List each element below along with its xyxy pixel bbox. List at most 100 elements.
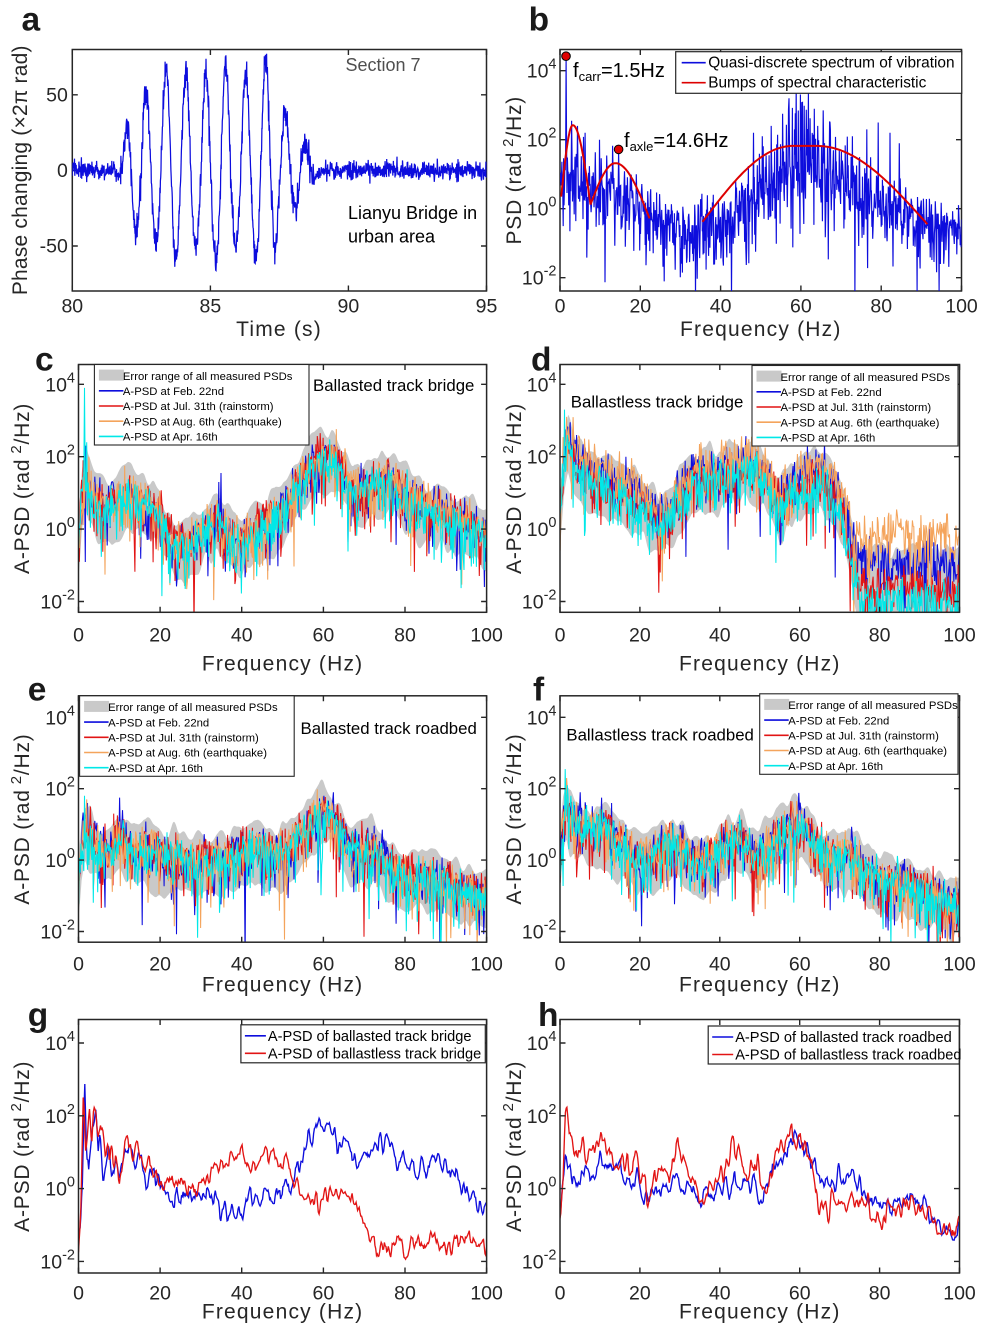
svg-text:80: 80 bbox=[869, 1283, 891, 1305]
svg-text:Frequency (Hz): Frequency (Hz) bbox=[679, 653, 841, 676]
svg-text:10-2: 10-2 bbox=[40, 918, 75, 944]
svg-text:urban area: urban area bbox=[348, 227, 436, 247]
svg-text:40: 40 bbox=[231, 625, 253, 647]
svg-text:A-PSD at Feb. 22nd: A-PSD at Feb. 22nd bbox=[108, 717, 209, 729]
svg-text:Section 7: Section 7 bbox=[346, 55, 421, 75]
svg-text:100: 100 bbox=[470, 953, 503, 975]
svg-text:A-PSD at Aug. 6th (earthquake): A-PSD at Aug. 6th (earthquake) bbox=[781, 417, 940, 429]
svg-text:10-2: 10-2 bbox=[522, 918, 557, 944]
svg-text:Ballastless track roadbed: Ballastless track roadbed bbox=[566, 726, 754, 745]
svg-text:80: 80 bbox=[61, 296, 83, 318]
svg-text:b: b bbox=[529, 2, 549, 39]
svg-text:20: 20 bbox=[629, 953, 651, 975]
svg-text:Phase changing (×2π rad): Phase changing (×2π rad) bbox=[9, 45, 32, 295]
svg-text:A-PSD at Apr. 16th: A-PSD at Apr. 16th bbox=[123, 432, 218, 444]
svg-text:a: a bbox=[22, 2, 41, 39]
svg-text:Frequency (Hz): Frequency (Hz) bbox=[202, 1301, 364, 1324]
svg-text:A-PSD of ballastless track bri: A-PSD of ballastless track bridge bbox=[268, 1046, 481, 1062]
svg-text:PSD (rad 2/Hz): PSD (rad 2/Hz) bbox=[500, 96, 526, 245]
svg-text:A-PSD (rad 2/Hz): A-PSD (rad 2/Hz) bbox=[8, 403, 34, 574]
svg-text:A-PSD of ballasted track roadb: A-PSD of ballasted track roadbed bbox=[735, 1030, 952, 1046]
svg-text:80: 80 bbox=[870, 296, 892, 318]
svg-text:Frequency (Hz): Frequency (Hz) bbox=[679, 1301, 841, 1324]
svg-text:60: 60 bbox=[789, 1283, 811, 1305]
svg-text:A-PSD of ballasted track bridg: A-PSD of ballasted track bridge bbox=[268, 1029, 472, 1045]
svg-text:40: 40 bbox=[231, 953, 253, 975]
svg-text:Error range of all measured PS: Error range of all measured PSDs bbox=[781, 372, 951, 384]
svg-text:A-PSD (rad 2/Hz): A-PSD (rad 2/Hz) bbox=[8, 1061, 34, 1232]
svg-text:Frequency (Hz): Frequency (Hz) bbox=[202, 653, 364, 676]
svg-text:80: 80 bbox=[869, 625, 891, 647]
svg-text:0: 0 bbox=[73, 625, 84, 647]
svg-text:A-PSD at Aug. 6th (earthquake): A-PSD at Aug. 6th (earthquake) bbox=[123, 416, 282, 428]
svg-text:40: 40 bbox=[710, 296, 732, 318]
svg-text:60: 60 bbox=[313, 625, 335, 647]
svg-text:Lianyu Bridge in: Lianyu Bridge in bbox=[348, 203, 477, 223]
svg-text:A-PSD at Jul. 31th (rainstorm): A-PSD at Jul. 31th (rainstorm) bbox=[108, 733, 259, 745]
svg-text:50: 50 bbox=[46, 84, 68, 106]
svg-text:40: 40 bbox=[709, 953, 731, 975]
svg-text:0: 0 bbox=[57, 160, 68, 182]
svg-text:100: 100 bbox=[943, 625, 976, 647]
svg-text:20: 20 bbox=[629, 625, 651, 647]
svg-text:60: 60 bbox=[313, 953, 335, 975]
svg-text:A-PSD at Feb. 22nd: A-PSD at Feb. 22nd bbox=[788, 715, 889, 727]
svg-text:Time (s): Time (s) bbox=[236, 318, 322, 341]
svg-text:0: 0 bbox=[555, 625, 566, 647]
svg-text:60: 60 bbox=[313, 1283, 335, 1305]
svg-text:95: 95 bbox=[476, 296, 498, 318]
svg-text:-50: -50 bbox=[40, 236, 68, 258]
svg-text:0: 0 bbox=[555, 953, 566, 975]
svg-text:40: 40 bbox=[231, 1283, 253, 1305]
svg-text:Ballastless track bridge: Ballastless track bridge bbox=[571, 393, 744, 412]
svg-text:A-PSD at Jul. 31th (rainstorm): A-PSD at Jul. 31th (rainstorm) bbox=[788, 731, 939, 743]
svg-text:80: 80 bbox=[869, 953, 891, 975]
svg-text:d: d bbox=[531, 342, 551, 379]
svg-text:80: 80 bbox=[394, 953, 416, 975]
svg-text:Error range of all measured PS: Error range of all measured PSDs bbox=[108, 702, 278, 714]
svg-text:20: 20 bbox=[149, 1283, 171, 1305]
svg-text:A-PSD at Feb. 22nd: A-PSD at Feb. 22nd bbox=[781, 387, 882, 399]
svg-text:A-PSD (rad 2/Hz): A-PSD (rad 2/Hz) bbox=[500, 733, 526, 904]
svg-text:Bumps of spectral characterist: Bumps of spectral characteristic bbox=[708, 75, 926, 92]
svg-text:20: 20 bbox=[629, 296, 651, 318]
svg-text:60: 60 bbox=[790, 296, 812, 318]
svg-text:20: 20 bbox=[149, 625, 171, 647]
svg-text:A-PSD at Apr. 16th: A-PSD at Apr. 16th bbox=[788, 761, 883, 773]
svg-text:20: 20 bbox=[149, 953, 171, 975]
svg-text:A-PSD of ballastless track roa: A-PSD of ballastless track roadbed bbox=[735, 1048, 961, 1064]
svg-text:e: e bbox=[28, 672, 47, 709]
svg-text:0: 0 bbox=[73, 953, 84, 975]
svg-text:60: 60 bbox=[789, 953, 811, 975]
svg-text:g: g bbox=[28, 997, 48, 1034]
svg-text:100: 100 bbox=[470, 1283, 503, 1305]
svg-text:Frequency (Hz): Frequency (Hz) bbox=[202, 974, 364, 997]
svg-text:60: 60 bbox=[789, 625, 811, 647]
svg-text:100: 100 bbox=[945, 296, 978, 318]
svg-text:Ballasted track roadbed: Ballasted track roadbed bbox=[301, 719, 477, 738]
svg-text:Error range of all measured PS: Error range of all measured PSDs bbox=[788, 700, 958, 712]
svg-text:A-PSD at Aug. 6th (earthquake): A-PSD at Aug. 6th (earthquake) bbox=[788, 746, 947, 758]
svg-text:Error range of all measured PS: Error range of all measured PSDs bbox=[123, 371, 293, 383]
svg-text:Frequency (Hz): Frequency (Hz) bbox=[679, 974, 841, 997]
svg-text:90: 90 bbox=[338, 296, 360, 318]
svg-text:0: 0 bbox=[555, 296, 566, 318]
svg-text:40: 40 bbox=[709, 1283, 731, 1305]
svg-text:40: 40 bbox=[709, 625, 731, 647]
svg-text:h: h bbox=[538, 997, 558, 1034]
svg-text:Ballasted track bridge: Ballasted track bridge bbox=[313, 376, 474, 395]
svg-text:A-PSD (rad 2/Hz): A-PSD (rad 2/Hz) bbox=[500, 403, 526, 574]
svg-text:A-PSD at Apr. 16th: A-PSD at Apr. 16th bbox=[108, 763, 203, 775]
svg-text:20: 20 bbox=[629, 1283, 651, 1305]
svg-text:100: 100 bbox=[943, 953, 976, 975]
svg-text:104: 104 bbox=[527, 370, 557, 396]
svg-text:80: 80 bbox=[394, 1283, 416, 1305]
svg-text:c: c bbox=[35, 342, 54, 379]
svg-text:f: f bbox=[533, 672, 545, 709]
svg-text:A-PSD (rad 2/Hz): A-PSD (rad 2/Hz) bbox=[8, 733, 34, 904]
svg-text:A-PSD at Aug. 6th (earthquake): A-PSD at Aug. 6th (earthquake) bbox=[108, 748, 267, 760]
svg-text:Frequency (Hz): Frequency (Hz) bbox=[680, 318, 842, 341]
svg-text:Quasi-discrete spectrum of vib: Quasi-discrete spectrum of vibration bbox=[708, 55, 954, 72]
svg-text:A-PSD at Jul. 31th (rainstorm): A-PSD at Jul. 31th (rainstorm) bbox=[781, 402, 932, 414]
svg-text:A-PSD at Jul. 31th (rainstorm): A-PSD at Jul. 31th (rainstorm) bbox=[123, 401, 274, 413]
